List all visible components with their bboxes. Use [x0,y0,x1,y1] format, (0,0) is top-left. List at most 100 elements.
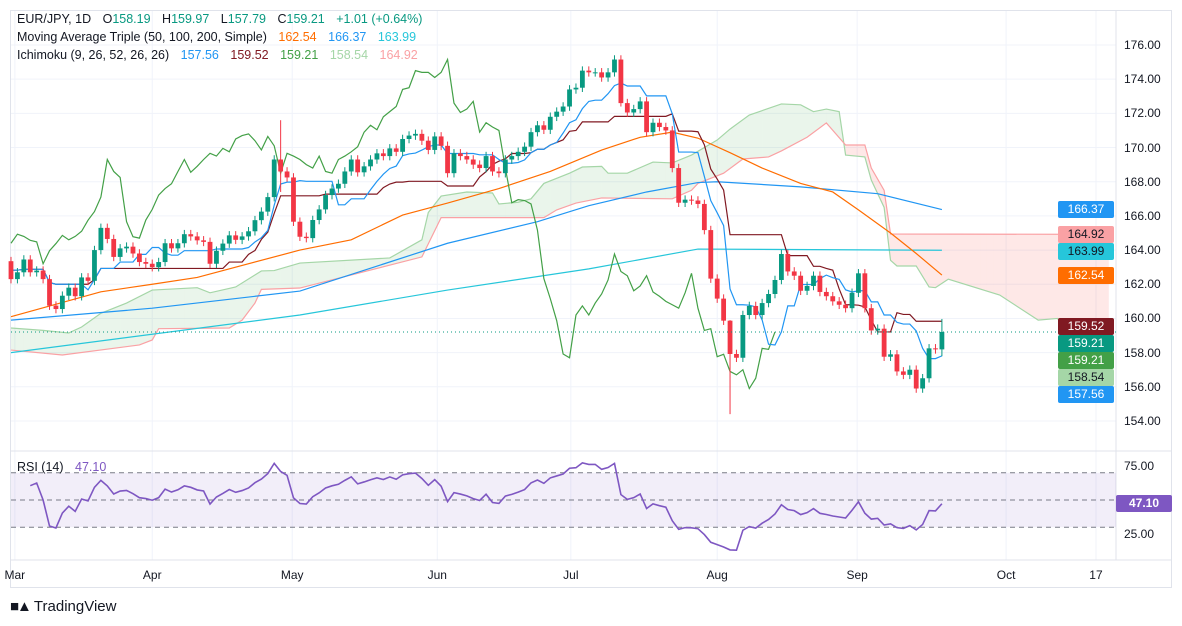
ichimoku-cloud-segment [640,164,647,199]
candle-body [207,241,213,264]
ma-legend[interactable]: Moving Average Triple (50, 100, 200, Sim… [17,29,419,45]
ma50-line [10,131,943,318]
ichimoku-cloud-segment [55,331,63,356]
candle-up [856,269,861,298]
ichimoku-cloud-segment [197,287,204,329]
ichimoku-cloud-segment [916,234,923,277]
candle-down [233,231,239,245]
candle-up [432,132,438,155]
candle-down [149,259,155,272]
candle-down [284,167,290,182]
candle-up [573,83,579,94]
rsi-title[interactable]: RSI (14) [17,460,64,474]
price-tick-label: 172.00 [1124,106,1161,121]
candle-body [470,159,476,165]
candle-up [252,215,258,236]
candle-down [458,149,463,161]
chikou-value: 159.21 [280,48,319,62]
ichimoku-cloud-segment [479,192,487,218]
ichimoku-cloud-segment [306,262,313,287]
candle-up [400,134,406,157]
time-tick-label: Apr [142,568,162,582]
candle-body [592,72,598,74]
candle-body [541,125,547,130]
ichimoku-cloud-segment [120,303,127,348]
ichimoku-cloud-segment [492,192,499,218]
ichimoku-cloud-segment [107,308,114,350]
candle-down [734,349,739,363]
ichimoku-cloud-segment [498,203,506,218]
candle-body [79,277,85,297]
candle-body [650,122,656,133]
candle-up [92,245,97,286]
span-a-value: 158.54 [329,48,369,62]
rsi-legend-value: 47.10 [75,460,107,474]
ichimoku-cloud-segment [357,259,365,274]
candle-up [387,144,393,161]
candle-down [913,365,919,393]
candle-body [515,151,521,157]
candle-down [843,300,848,313]
candle-up [811,271,816,291]
ma-title[interactable]: Moving Average Triple (50, 100, 200, Sim… [17,30,267,44]
candle-up [522,142,527,157]
ichimoku-cloud-segment [980,234,987,292]
candle-down [830,291,836,306]
candle-up [631,104,637,117]
candle-body [772,279,778,295]
symbol-title[interactable]: EUR/JPY, 1D [17,12,92,26]
open-value: 158.19 [112,12,151,26]
candle-up [361,162,367,177]
ichimoku-cloud-segment [954,234,962,284]
candle-down [27,255,33,277]
candle-body [387,148,393,157]
ichimoku-cloud-segment [132,296,140,346]
ichimoku-cloud-segment [550,178,557,214]
ichimoku-cloud-segment [826,109,833,131]
footer: ■▲ TradingView [10,598,116,615]
ichimoku-cloud-segment [415,239,422,259]
candle-down [714,274,720,303]
candle-body [278,159,284,172]
candle-body [156,262,162,268]
candle-body [233,235,239,240]
candle-down [791,267,797,280]
rsi-legend[interactable]: RSI (14) 47.10 [17,459,109,475]
candle-up [939,318,945,357]
candle-body [464,156,470,160]
candle-down [188,229,194,241]
ichimoku-cloud-segment [274,268,281,289]
ichimoku-cloud-segment [755,110,763,158]
ichimoku-legend[interactable]: Ichimoku (9, 26, 52, 26, 26) 157.56 159.… [17,47,421,63]
ichimoku-cloud-segment [216,289,223,329]
candle-body [868,308,874,331]
time-tick-label: Aug [706,568,728,582]
ichimoku-cloud-segment [319,261,326,284]
candle-up [888,350,893,361]
candle-body [779,254,784,280]
candle-body [406,135,412,139]
ichimoku-cloud-segment [332,260,339,280]
ichimoku-title[interactable]: Ichimoku (9, 26, 52, 26, 26) [17,48,170,62]
candle-up [117,244,123,262]
candle-down [862,269,868,313]
candle-up [740,310,746,363]
candle-body [920,378,926,389]
price-badge: 163.99 [1058,242,1114,260]
candle-body [926,348,932,379]
candle-body [798,275,804,291]
candle-up [592,68,598,77]
ichimoku-cloud-segment [68,329,76,355]
candle-down [207,237,213,269]
ichimoku-cloud-segment [736,119,743,164]
candle-up [175,238,181,253]
candle-up [547,112,553,135]
candle-body [875,328,881,331]
ichimoku-cloud-segment [646,162,653,199]
candle-body [72,287,78,297]
candle-body [316,209,322,221]
ichimoku-cloud-segment [794,104,801,145]
candle-body [836,301,842,305]
symbol-legend[interactable]: EUR/JPY, 1D O158.19 H159.97 L157.79 C159… [17,11,425,27]
